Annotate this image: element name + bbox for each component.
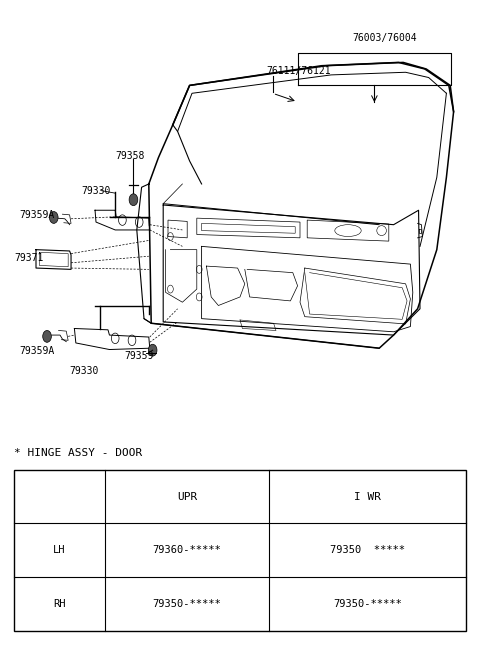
- Circle shape: [129, 194, 138, 206]
- Circle shape: [43, 330, 51, 342]
- Text: 76003/76004: 76003/76004: [353, 33, 418, 43]
- Bar: [14, 470, 466, 631]
- Text: 79350-*****: 79350-*****: [333, 599, 402, 609]
- Text: RH: RH: [53, 599, 66, 609]
- Text: LH: LH: [53, 545, 66, 555]
- Circle shape: [148, 344, 157, 356]
- Text: 79350  *****: 79350 *****: [330, 545, 405, 555]
- Text: 79359: 79359: [125, 351, 154, 361]
- Text: 79350-*****: 79350-*****: [153, 599, 221, 609]
- Circle shape: [49, 212, 58, 223]
- Text: * HINGE ASSY - DOOR: * HINGE ASSY - DOOR: [14, 448, 143, 459]
- Text: 79358: 79358: [115, 151, 144, 162]
- Text: 79330: 79330: [82, 185, 111, 196]
- Text: 79359A: 79359A: [19, 346, 54, 357]
- Text: UPR: UPR: [177, 491, 197, 501]
- Text: 79371: 79371: [14, 252, 44, 263]
- Text: 79330: 79330: [70, 366, 99, 376]
- Text: 76111/76121: 76111/76121: [266, 66, 331, 76]
- Text: 79359A: 79359A: [19, 210, 54, 221]
- Text: 79360-*****: 79360-*****: [153, 545, 221, 555]
- Text: I WR: I WR: [354, 491, 381, 501]
